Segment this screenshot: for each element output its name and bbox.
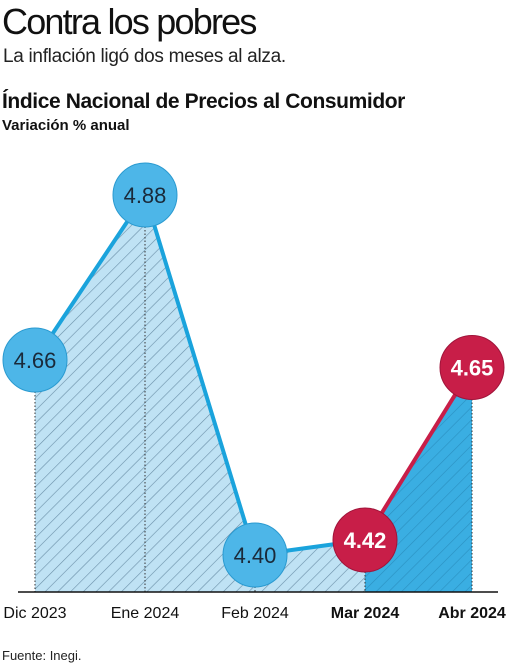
data-label: 4.65 (451, 356, 494, 381)
data-label: 4.88 (124, 183, 167, 208)
series-line-segment (363, 365, 474, 542)
x-tick-label: Dic 2023 (3, 605, 66, 622)
data-point-marker (2, 327, 68, 393)
data-point-marker (439, 335, 505, 400)
data-point-marker (332, 507, 398, 573)
x-axis: Dic 2023 Ene 2024 Feb 2024 Mar 2024 Abr 2024 (3, 591, 506, 622)
data-label: 4.40 (234, 543, 277, 568)
x-tick-label: Ene 2024 (111, 605, 180, 622)
data-point: 4.66 (2, 327, 68, 393)
source-note: Fuente: Inegi. (2, 648, 82, 663)
series-line-segment (143, 193, 257, 557)
markers: 4.66 4.88 4.40 4.42 4.65 (2, 162, 505, 588)
data-label: 4.42 (344, 528, 387, 553)
chart-title: Índice Nacional de Precios al Consumidor (2, 90, 405, 113)
data-point: 4.42 (332, 507, 398, 573)
headline: Contra los pobres (2, 1, 257, 42)
data-label: 4.66 (14, 348, 57, 373)
series-line-segment (33, 193, 147, 362)
x-tick-label: Feb 2024 (221, 605, 289, 622)
area-segment (35, 195, 145, 592)
data-point: 4.40 (222, 522, 288, 588)
data-point: 4.65 (439, 335, 505, 400)
subheadline: La inflación ligó dos meses al alza. (3, 46, 286, 67)
data-point-marker (112, 162, 178, 228)
x-tick-label: Mar 2024 (331, 605, 400, 622)
chart-subtitle: Variación % anual (2, 117, 130, 134)
area-segment (145, 195, 255, 592)
data-point-marker (222, 522, 288, 588)
x-tick-label: Abr 2024 (438, 605, 506, 622)
data-point: 4.88 (112, 162, 178, 228)
